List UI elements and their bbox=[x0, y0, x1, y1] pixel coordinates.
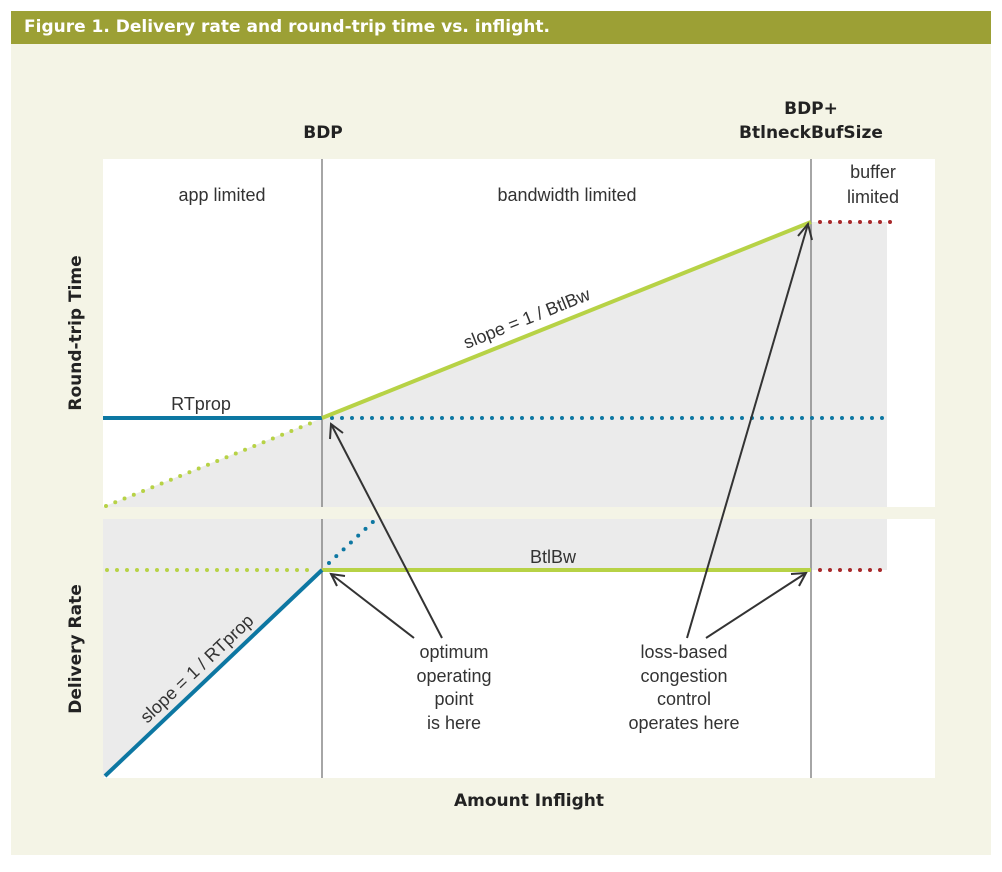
optimum-annotation-4: is here bbox=[427, 713, 481, 733]
bbr-diagram: BDP BDP+ BtlneckBufSize app limited band… bbox=[66, 99, 935, 811]
optimum-arrows bbox=[329, 422, 443, 639]
x-axis-label: Amount Inflight bbox=[454, 791, 604, 811]
rtt-dotted-slope bbox=[104, 419, 318, 508]
rtt-shaded-region bbox=[103, 222, 887, 507]
rate-axis-label: Delivery Rate bbox=[66, 584, 86, 714]
btlneck-bufsize-label: BtlneckBufSize bbox=[739, 123, 883, 143]
rtt-axis-label: Round-trip Time bbox=[66, 255, 86, 410]
loss-based-arrows bbox=[686, 221, 813, 639]
bdp-label: BDP bbox=[303, 123, 343, 143]
loss-based-annotation-4: operates here bbox=[628, 713, 739, 733]
rtt-slope-line bbox=[321, 220, 812, 420]
rate-shaded-region bbox=[103, 519, 887, 778]
app-limited-label: app limited bbox=[178, 185, 265, 205]
optimum-annotation-1: optimum bbox=[419, 642, 488, 662]
figure-panel: Figure 1. Delivery rate and round-trip t… bbox=[11, 11, 991, 855]
btlbw-label: BtlBw bbox=[530, 547, 577, 567]
loss-based-annotation-3: control bbox=[657, 689, 711, 709]
rate-dotted-extension bbox=[327, 517, 378, 565]
bandwidth-limited-label: bandwidth limited bbox=[497, 185, 636, 205]
bdp-plus-label: BDP+ bbox=[784, 99, 838, 119]
optimum-annotation-3: point bbox=[434, 689, 473, 709]
rtprop-label: RTprop bbox=[171, 394, 231, 414]
buffer-limited-label-2: limited bbox=[847, 187, 899, 207]
buffer-limited-label-1: buffer bbox=[850, 162, 896, 182]
figure-title: Figure 1. Delivery rate and round-trip t… bbox=[11, 11, 991, 44]
loss-based-annotation-2: congestion bbox=[640, 666, 727, 686]
optimum-annotation-2: operating bbox=[416, 666, 491, 686]
loss-based-annotation-1: loss-based bbox=[640, 642, 727, 662]
rate-slope-line bbox=[103, 568, 324, 778]
